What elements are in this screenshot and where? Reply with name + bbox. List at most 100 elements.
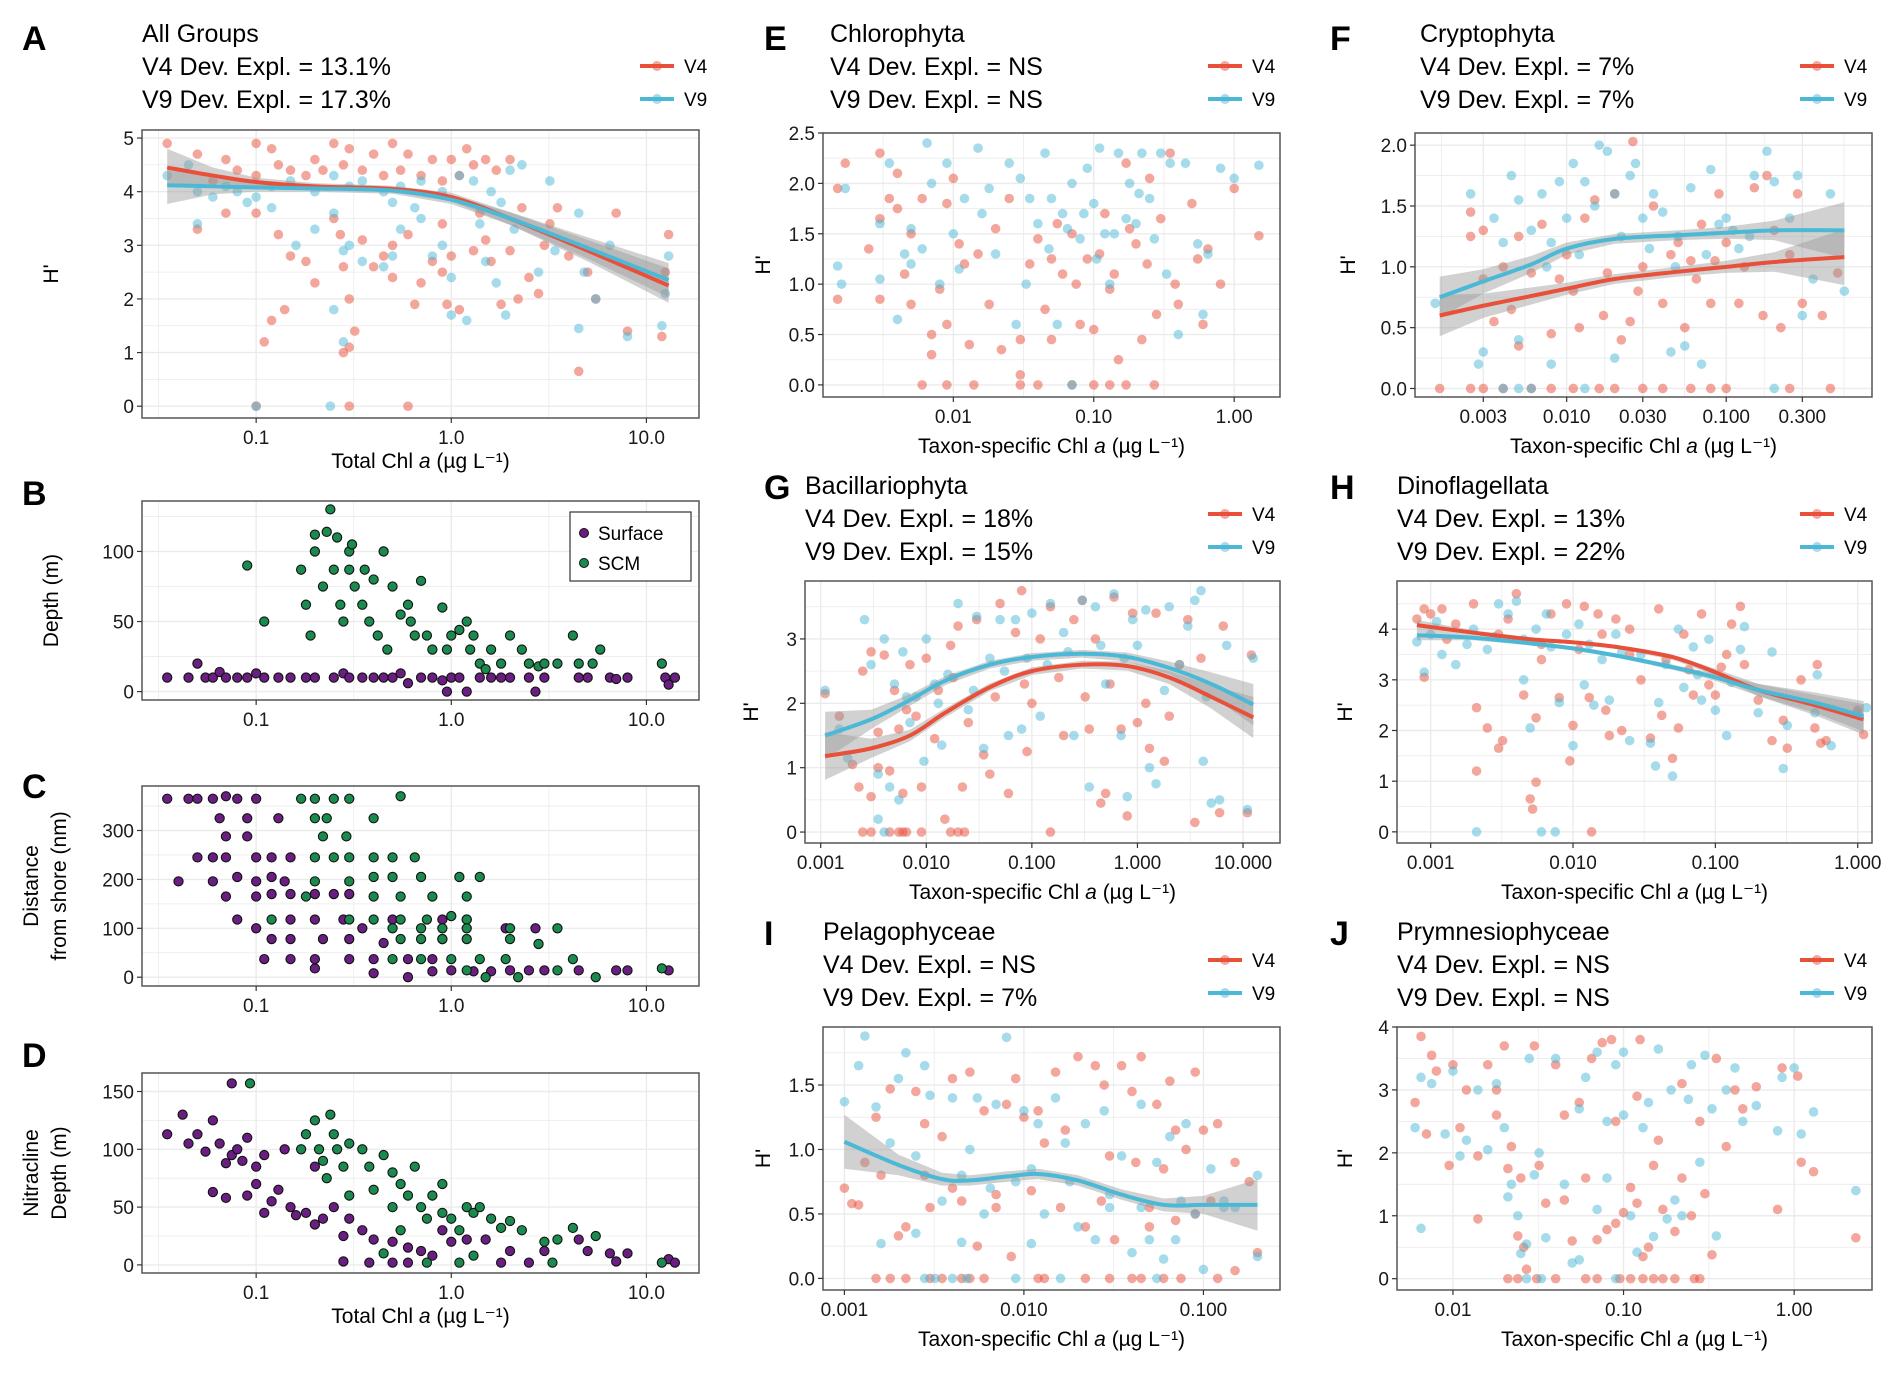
- point-v4: [937, 1273, 947, 1284]
- point-v9: [1540, 1232, 1551, 1243]
- point-v4: [1434, 383, 1445, 394]
- point-v9: [1104, 1202, 1115, 1213]
- point-v4: [357, 235, 368, 245]
- point-v9: [1589, 201, 1600, 211]
- y-tick-label: 0: [123, 397, 134, 418]
- point-v9: [437, 240, 448, 251]
- point-scm: [512, 972, 524, 983]
- x-tick-label: 0.100: [1008, 853, 1056, 874]
- point-v4: [905, 659, 915, 670]
- point-surface: [357, 672, 368, 683]
- legend-key-point-v4: [1220, 955, 1230, 965]
- point-surface: [387, 672, 398, 683]
- point-v9: [977, 208, 987, 219]
- point-v4: [973, 249, 983, 259]
- point-surface: [266, 1196, 277, 1207]
- legend: Surface SCM: [569, 511, 692, 582]
- point-v4: [863, 244, 874, 254]
- point-v4: [1810, 723, 1820, 733]
- point-v9: [1215, 163, 1226, 174]
- point-v4: [285, 165, 296, 176]
- point-v4: [1529, 1041, 1540, 1051]
- point-scm: [368, 914, 379, 925]
- point-v9: [1597, 654, 1607, 665]
- point-v4: [1054, 672, 1064, 683]
- point-surface: [251, 891, 262, 902]
- y-tick-label: 2: [123, 290, 134, 311]
- point-scm: [415, 575, 427, 587]
- point-v4: [1679, 322, 1690, 333]
- point-v4: [916, 827, 927, 837]
- point-v4: [906, 299, 916, 310]
- point-v9: [1127, 1247, 1137, 1258]
- point-scm: [516, 644, 528, 655]
- point-scm: [446, 953, 457, 965]
- point-v4: [416, 278, 426, 288]
- point-v9: [1604, 695, 1615, 705]
- point-scm: [295, 793, 307, 804]
- point-v4: [1151, 309, 1162, 320]
- point-v9: [1808, 1107, 1819, 1117]
- point-scm: [504, 630, 516, 641]
- point-v9: [906, 259, 916, 269]
- point-scm: [387, 871, 398, 883]
- point-v4: [1721, 649, 1732, 660]
- point-v4: [1513, 1273, 1523, 1284]
- point-v9: [505, 165, 515, 176]
- x-tick-label: 0.10: [1075, 407, 1112, 428]
- point-scm: [378, 546, 389, 557]
- point-v9: [387, 197, 398, 208]
- point-scm: [295, 1144, 307, 1155]
- point-v4: [1426, 1050, 1437, 1061]
- legend-key-point-v9: [1220, 94, 1230, 104]
- point-scm: [567, 1222, 579, 1234]
- point-v4: [1190, 817, 1200, 828]
- point-v9: [1164, 601, 1175, 612]
- point-v9: [1511, 596, 1522, 607]
- point-surface: [427, 953, 438, 965]
- point-v4: [1721, 383, 1732, 394]
- point-v4: [1431, 1066, 1442, 1076]
- point-v4: [1625, 1182, 1636, 1193]
- x-tick-label: 0.100: [1702, 407, 1750, 428]
- y-tick-label: 100: [102, 542, 134, 563]
- point-v4: [1592, 1234, 1602, 1245]
- point-surface: [237, 1155, 248, 1167]
- dev-expl-annotation: V4 Dev. Expl. = 13%: [1397, 505, 1625, 533]
- point-v9: [1127, 614, 1138, 625]
- point-v4: [1471, 766, 1482, 776]
- point-v9: [875, 274, 885, 284]
- point-scm: [415, 953, 427, 965]
- point-scm: [344, 876, 355, 887]
- point-v9: [162, 170, 172, 181]
- point-v4: [899, 269, 910, 279]
- point-v4: [1497, 735, 1508, 746]
- point-v9: [1170, 1234, 1181, 1245]
- y-axis: 0 1 2 3: [786, 630, 805, 844]
- dev-expl-annotation: V9 Dev. Expl. = 15%: [805, 538, 1033, 566]
- point-v4: [1473, 1214, 1483, 1224]
- point-v4: [1151, 608, 1161, 618]
- point-v4: [1597, 629, 1607, 640]
- point-v4: [1628, 136, 1638, 147]
- point-v4: [1625, 1273, 1636, 1284]
- point-scm: [461, 616, 472, 627]
- point-v9: [1657, 207, 1668, 217]
- point-scm: [465, 644, 476, 655]
- point-v9: [1688, 642, 1699, 652]
- point-v9: [1721, 1085, 1732, 1095]
- x-tick-label: 1.00: [1216, 407, 1253, 428]
- point-surface: [669, 1257, 681, 1268]
- point-v9: [509, 224, 519, 235]
- legend-key-point-v9: [1220, 542, 1230, 552]
- point-v9: [1506, 170, 1517, 181]
- point-v4: [1534, 1160, 1544, 1171]
- point-v4: [1817, 310, 1828, 321]
- point-surface: [183, 1138, 194, 1149]
- point-v4: [876, 1170, 886, 1181]
- point-v4: [251, 138, 261, 149]
- point-v9: [251, 401, 261, 412]
- point-scm: [309, 793, 321, 804]
- point-v4: [1468, 599, 1479, 609]
- point-v4: [1141, 698, 1151, 709]
